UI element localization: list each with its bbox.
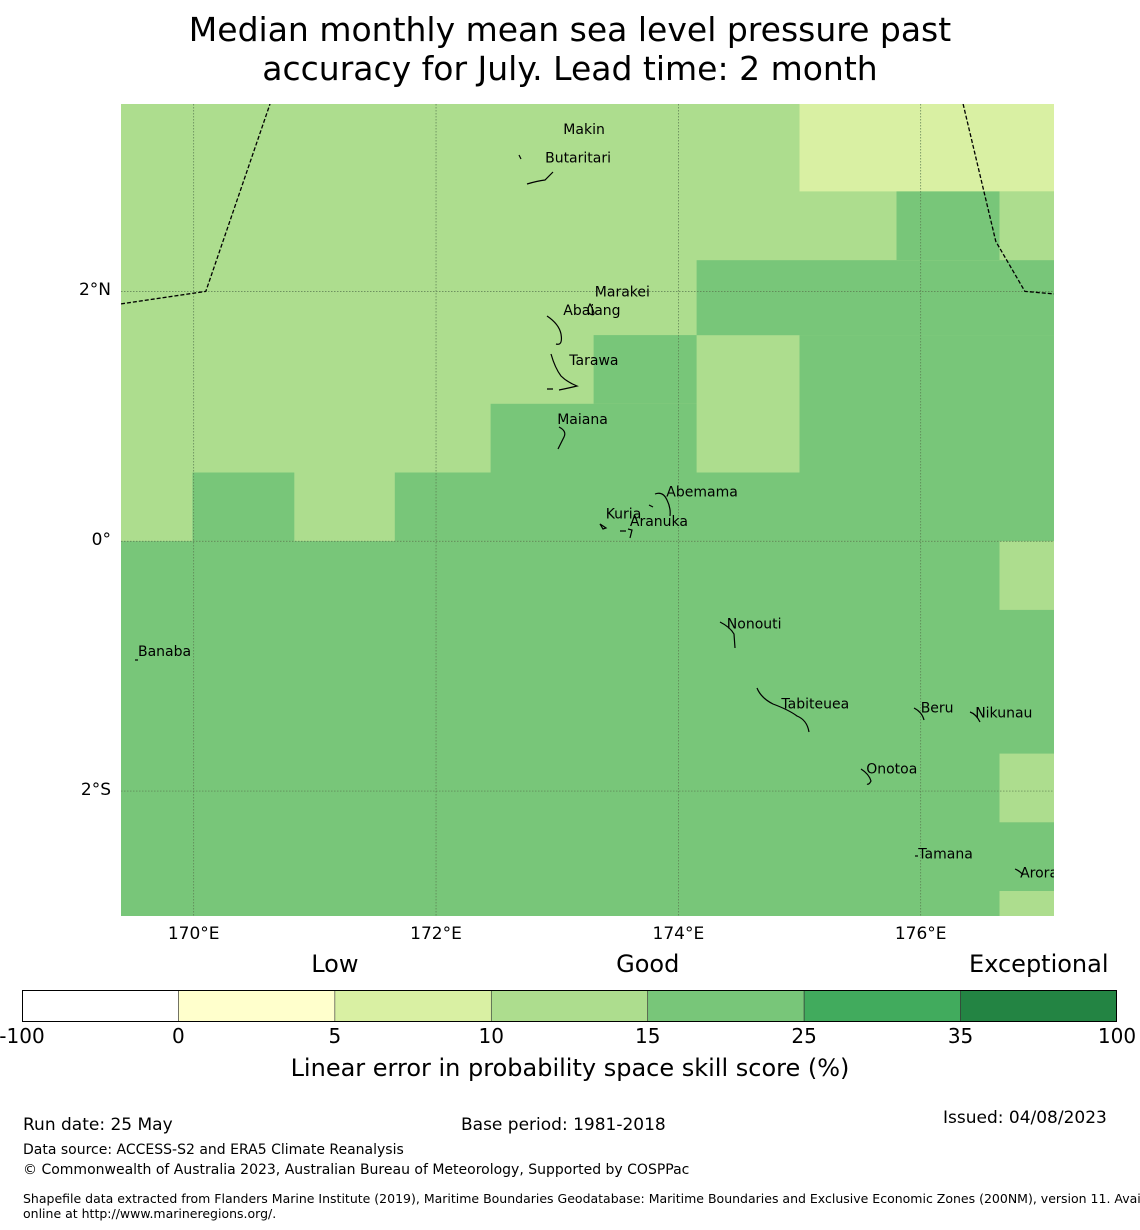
issued-date: Issued: 04/08/2023: [943, 1108, 1107, 1128]
island-arorae: [1014, 868, 1024, 876]
skill-cell-8: [490, 403, 697, 473]
island-aranuka: [620, 528, 633, 539]
place-label-nikunau: Nikunau: [975, 705, 1032, 721]
skill-cell-5: [696, 260, 1054, 336]
skill-cell-2: [799, 104, 1054, 192]
colorbar-tick-label: 35: [947, 1024, 974, 1048]
island-abemama: [648, 492, 671, 517]
skill-map: Makin Butaritari Marakei Abaiang Tarawa Maian…: [121, 104, 1054, 916]
colorbar-segment-10-15: [490, 990, 649, 1022]
skill-cell-7: [799, 335, 1054, 473]
place-label-maiana: Maiana: [557, 412, 608, 428]
skill-cell-10: [394, 472, 1054, 542]
place-label-kuria: Kuria: [606, 507, 642, 523]
colorbar-tick-label: 100: [1097, 1024, 1137, 1048]
skill-cell-1: [121, 541, 1054, 916]
eez-boundary-1: [962, 104, 1054, 295]
graticule: [121, 104, 1054, 916]
colorbar-segments: [22, 990, 1117, 1022]
colorbar-tick-label: 25: [791, 1024, 817, 1048]
colorbar-tick-label: 5: [328, 1024, 342, 1048]
island-abaiang: [546, 315, 563, 345]
place-label-marakei: Marakei: [595, 284, 650, 300]
lat-tick-label: 0°: [91, 530, 111, 551]
title-line-1: Median monthly mean sea level pressure p…: [188, 10, 952, 49]
category-label-exceptional: Exceptional: [969, 950, 1109, 978]
island-nonouti: [719, 621, 736, 649]
lon-tick-label: 174°E: [652, 924, 705, 944]
place-label-tarawa: Tarawa: [568, 353, 618, 369]
category-label-low: Low: [311, 950, 359, 978]
island-outlines: [135, 154, 1024, 876]
eez-boundaries: [121, 104, 1054, 305]
colorbar-title: Linear error in probability space skill …: [290, 1054, 850, 1082]
colorbar-segment-0-5: [178, 990, 336, 1022]
lat-tick-label: 2°S: [80, 780, 111, 801]
colorbar-tick-label: 15: [634, 1024, 661, 1048]
place-label-abaiang: Abaiang: [563, 303, 620, 319]
title-line-2: accuracy for July. Lead time: 2 month: [262, 49, 878, 88]
skill-cell-9: [192, 472, 295, 542]
lat-tick-label: 2°N: [78, 280, 111, 301]
island-tabiteuea: [756, 687, 810, 733]
colorbar-tick-label: 0: [172, 1024, 185, 1048]
place-label-arorae: Arorae: [1020, 865, 1054, 881]
colorbar-segment-25-35: [803, 990, 961, 1022]
island-marakei: [587, 302, 595, 316]
island-maiana: [557, 426, 566, 450]
run-date: Run date: 25 May: [23, 1115, 173, 1135]
place-label-makin: Makin: [563, 122, 605, 138]
map-title: Median monthly mean sea level pressure p…: [0, 10, 1140, 88]
colorbar-tick-label: 10: [478, 1024, 505, 1048]
place-label-abemama: Abemama: [666, 484, 738, 500]
island-kuria: [599, 523, 608, 530]
skill-cell-11: [999, 541, 1054, 610]
copyright: © Commonwealth of Australia 2023, Austra…: [23, 1162, 690, 1178]
place-label-nonouti: Nonouti: [727, 617, 782, 633]
skill-cell-3: [896, 191, 1000, 261]
place-label-butaritari: Butaritari: [545, 151, 611, 167]
island-makin: [518, 154, 522, 160]
colorbar-segment--100-0: [22, 990, 179, 1022]
skill-cells: [121, 104, 1054, 916]
colorbar-segment-5-10: [334, 990, 492, 1022]
place-label-aranuka: Aranuka: [630, 514, 688, 530]
island-onotoa: [860, 768, 872, 785]
lon-tick-label: 176°E: [894, 924, 947, 944]
category-label-good: Good: [616, 950, 680, 978]
colorbar-segment-35-100: [960, 990, 1117, 1022]
place-label-beru: Beru: [921, 700, 954, 716]
shapefile-credit-line-2: online at http://www.marineregions.org/.: [23, 1206, 277, 1221]
shapefile-credit: Shapefile data extracted from Flanders M…: [23, 1191, 1140, 1221]
skill-cell-12: [999, 753, 1054, 823]
place-label-onotoa: Onotoa: [866, 762, 917, 778]
lon-tick-label: 172°E: [410, 924, 462, 944]
colorbar-segment-15-25: [647, 990, 805, 1022]
island-nikunau: [969, 711, 981, 723]
shapefile-credit-line-1: Shapefile data extracted from Flanders M…: [23, 1191, 1140, 1206]
island-beru: [913, 707, 925, 721]
colorbar-frame: [22, 990, 1117, 1022]
colorbar: [22, 990, 1117, 1022]
lon-tick-label: 170°E: [167, 924, 220, 944]
base-period: Base period: 1981-2018: [461, 1115, 666, 1135]
eez-boundary-0: [121, 104, 271, 305]
island-butaritari: [526, 171, 554, 185]
skill-cell-6: [593, 335, 697, 404]
skill-cell-4: [999, 191, 1054, 261]
place-label-tabiteuea: Tabiteuea: [780, 697, 849, 713]
skill-cell-13: [999, 891, 1054, 916]
place-labels: Makin Butaritari Marakei Abaiang Tarawa Maian…: [138, 122, 1054, 881]
data-source: Data source: ACCESS-S2 and ERA5 Climate …: [23, 1142, 404, 1158]
place-label-tamana: Tamana: [917, 847, 972, 863]
place-label-banaba: Banaba: [138, 644, 191, 660]
colorbar-tick-label: -100: [0, 1024, 45, 1048]
island-tarawa: [547, 353, 579, 391]
